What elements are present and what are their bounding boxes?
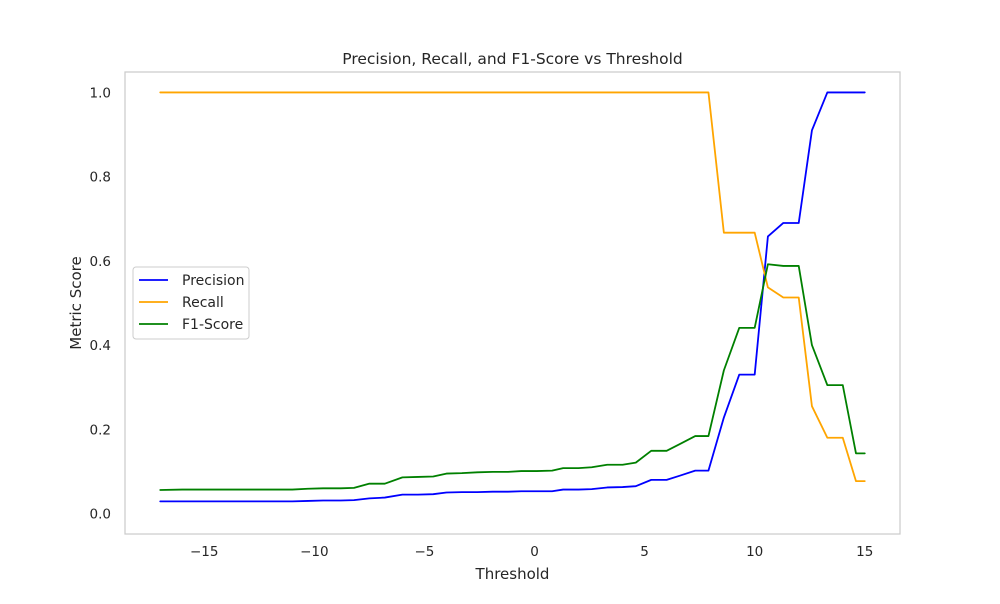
x-axis-ticks: −15 −10 −5 0 5 10 15 [190, 544, 873, 560]
legend: Precision Recall F1-Score [132, 266, 250, 340]
x-tick-label: 15 [856, 544, 873, 560]
series-line-recall [159, 91, 866, 483]
x-tick-label: 0 [530, 544, 539, 560]
y-tick-label: 0.0 [90, 507, 111, 523]
legend-box [132, 266, 250, 340]
legend-label: Precision [182, 273, 244, 289]
series-lines [159, 91, 866, 503]
y-tick-label: 0.2 [90, 422, 111, 438]
x-tick-label: −10 [300, 544, 329, 560]
y-tick-label: 0.8 [90, 170, 111, 186]
legend-label: Recall [182, 295, 224, 311]
x-axis-label: Threshold [475, 565, 550, 583]
series-line-precision [159, 91, 866, 503]
chart-title: Precision, Recall, and F1-Score vs Thres… [342, 50, 682, 68]
y-tick-label: 0.6 [90, 254, 111, 270]
y-tick-label: 0.4 [90, 338, 111, 354]
x-tick-label: 5 [640, 544, 649, 560]
x-tick-label: −5 [414, 544, 434, 560]
x-tick-label: 10 [746, 544, 763, 560]
y-tick-label: 1.0 [90, 85, 111, 101]
y-axis-ticks: 0.0 0.2 0.4 0.6 0.8 1.0 [90, 85, 111, 522]
x-tick-label: −15 [190, 544, 219, 560]
series-line-f1-score [159, 263, 866, 491]
plot-area-frame [124, 71, 901, 535]
legend-label: F1-Score [182, 317, 243, 333]
y-axis-label: Metric Score [67, 256, 85, 349]
